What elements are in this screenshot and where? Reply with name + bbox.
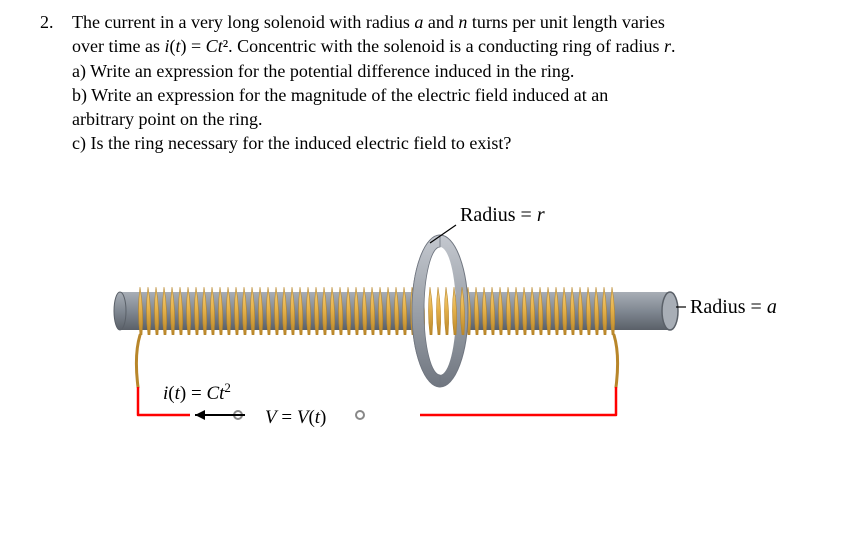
svg-text:Radius = r: Radius = r [460,204,545,226]
problem-text: The current in a very long solenoid with… [72,10,676,156]
svg-text:i(t) = Ct2: i(t) = Ct2 [163,379,231,404]
problem-statement: 2. The current in a very long solenoid w… [40,10,824,156]
problem-number: 2. [40,10,72,34]
svg-text:V = V(t): V = V(t) [265,407,326,428]
svg-text:Radius = a: Radius = a [690,296,777,318]
figure: Radius = r Radius = a i(t) = Ct2 V = V(t) [40,191,824,491]
